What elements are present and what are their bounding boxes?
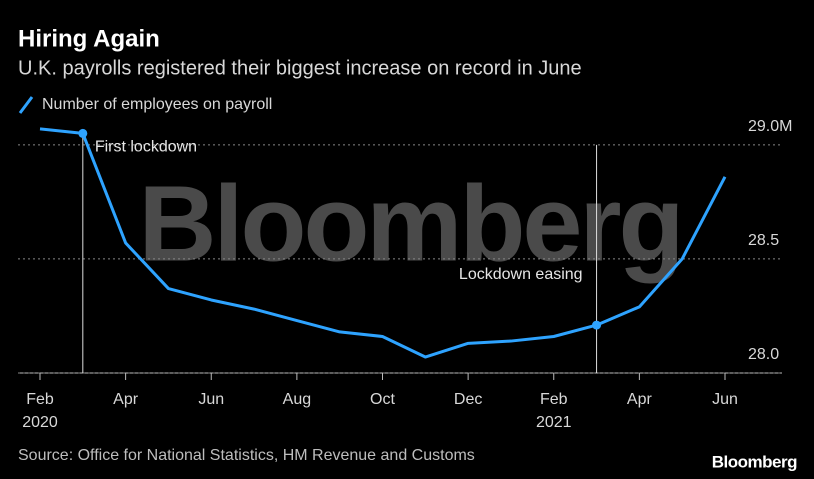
x-tick-label: Aug (283, 391, 311, 408)
chart-title: Hiring Again (18, 25, 160, 52)
x-tick-label: Jun (712, 391, 738, 408)
annotation-label: First lockdown (95, 139, 197, 156)
chart-subtitle: U.K. payrolls registered their biggest i… (18, 57, 582, 79)
x-tick-label: Feb (26, 391, 54, 408)
x-tick-label: Apr (113, 391, 139, 408)
source: Source: Office for National Statistics, … (18, 447, 475, 464)
x-tick-label: Oct (370, 391, 395, 408)
x-tick-label: Feb (540, 391, 568, 408)
x-tick-label: Apr (627, 391, 653, 408)
y-tick-label: 29.0M (748, 118, 792, 135)
x-tick-label: Jun (198, 391, 224, 408)
annotation-label: Lockdown easing (459, 266, 583, 283)
annotation-marker (78, 128, 88, 138)
x-year-label: 2021 (536, 414, 572, 431)
y-tick-label: 28.0 (748, 346, 779, 363)
annotation-marker (592, 320, 602, 330)
legend-swatch (18, 96, 34, 114)
legend-label: Number of employees on payroll (42, 96, 272, 113)
logo: Bloomberg (712, 452, 797, 471)
y-tick-label: 28.5 (748, 232, 779, 249)
series-line (39, 127, 727, 359)
watermark: Bloomberg (138, 163, 681, 284)
x-year-label: 2020 (22, 414, 58, 431)
x-tick-label: Dec (454, 391, 482, 408)
